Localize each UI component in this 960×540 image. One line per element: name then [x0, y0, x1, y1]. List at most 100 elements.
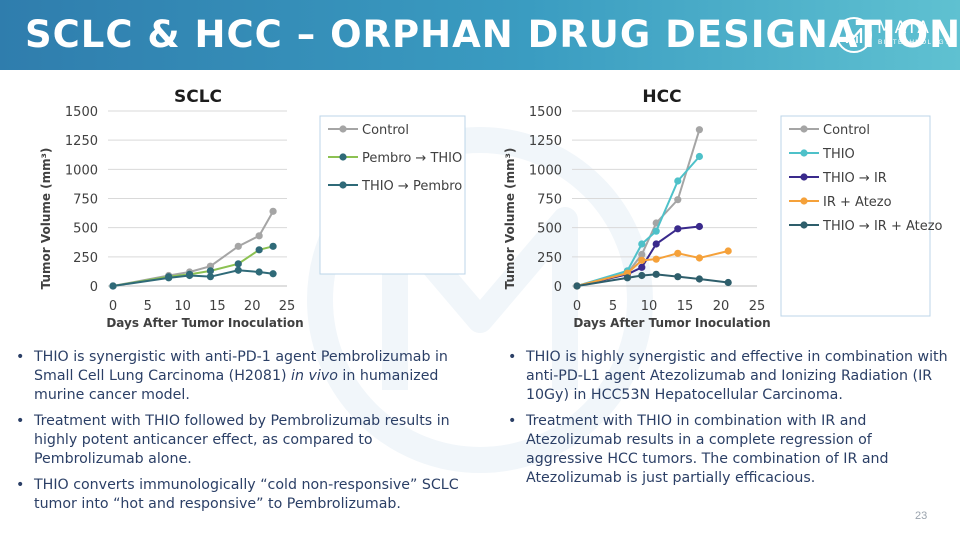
maia-logo-icon: [836, 17, 872, 53]
sclc-y-tick-label: 250: [73, 251, 98, 266]
hcc-series-thio-point: [695, 152, 703, 161]
sclc-legend-control-label: Control: [362, 123, 409, 138]
hcc-series-ir-atezo-point: [695, 254, 703, 262]
sclc-legend-thio-pembro-label: THIO → Pembro: [361, 179, 462, 194]
sclc-series-thio-pembro-point: [185, 271, 194, 280]
hcc-series-thio-ir-atezo-point: [623, 274, 631, 282]
sclc-x-axis-label: Days After Tumor Inoculation: [106, 316, 303, 330]
hcc-legend-ir-atezo-label: IR + Atezo: [823, 195, 892, 210]
page-number: 23: [915, 510, 928, 522]
sclc-y-tick-label: 0: [90, 280, 98, 295]
hcc-x-tick-label: 20: [713, 299, 730, 314]
sclc-legend: Control Pembro → THIO THIO → Pembro: [319, 115, 466, 275]
sclc-y-tick-label: 1000: [65, 163, 98, 178]
sclc-series-thio-pembro-point: [234, 266, 242, 274]
sclc-series-thio-pembro-point: [206, 273, 215, 281]
sclc-series-control-point: [269, 207, 277, 215]
sclc-legend-pembro-thio-swatch-marker: [339, 153, 347, 161]
hcc-series-thio-ir-atezo-point: [724, 278, 732, 287]
sclc-bullet-list: THIO is synergistic with anti-PD-1 agent…: [14, 348, 484, 521]
hcc-series-thio-point: [638, 240, 646, 248]
sclc-series-pembro-thio-point: [269, 242, 277, 250]
hcc-x-axis-label: Days After Tumor Inoculation: [573, 316, 770, 330]
hcc-x-tick-label: 0: [573, 299, 581, 314]
sclc-legend-pembro-thio-label: Pembro → THIO: [362, 151, 462, 166]
sclc-legend-control-swatch-marker: [339, 125, 347, 133]
sclc-x-tick-label: 15: [209, 299, 226, 314]
hcc-legend-control-swatch-marker: [800, 125, 808, 133]
hcc-x-tick-label: 25: [749, 299, 766, 314]
hcc-legend-thio-ir-swatch-marker: [800, 173, 808, 181]
hcc-series-thio-point: [652, 227, 660, 235]
hcc-legend-ir-atezo-swatch-marker: [800, 197, 808, 205]
hcc-y-tick-label: 1500: [529, 105, 562, 120]
maia-logo: MAIA BIOTECHNOLOGY: [836, 17, 949, 53]
sclc-x-tick-label: 0: [109, 299, 117, 314]
hcc-y-tick-label: 250: [537, 251, 562, 266]
slide-header: SCLC & HCC – ORPHAN DRUG DESIGNATION MAI…: [0, 0, 960, 70]
hcc-series-control-point: [695, 126, 703, 134]
hcc-series-thio-ir-atezo-point: [674, 273, 682, 281]
hcc-series-thio-ir-atezo-point: [652, 270, 660, 278]
sclc-y-tick-label: 500: [73, 222, 98, 237]
sclc-series-thio-pembro-point: [269, 270, 277, 278]
sclc-series-control-point: [234, 242, 242, 250]
sclc-x-tick-label: 25: [279, 299, 296, 314]
hcc-series-control-point: [674, 196, 682, 204]
sclc-series-pembro-thio-line: [112, 245, 274, 287]
sclc-series-pembro-thio-point: [255, 246, 263, 254]
hcc-legend-thio-swatch-marker: [800, 149, 808, 157]
sclc-series-pembro-thio-point: [234, 260, 242, 268]
hcc-series-thio-ir-point: [695, 222, 703, 231]
hcc-legend: Control THIO THIO → IR IR + Atezo THIO → IR …: [780, 115, 943, 317]
sclc-series-control: [109, 207, 277, 290]
sclc-series-control-point: [255, 232, 263, 240]
hcc-y-axis-label: Tumor Volume (mm³): [503, 148, 517, 290]
hcc-legend-thio-ir-atezo-label: THIO → IR + Atezo: [822, 219, 943, 234]
hcc-series-thio-ir-atezo-point: [573, 282, 581, 290]
sclc-series-pembro-thio-point: [206, 267, 215, 275]
sclc-y-tick-label: 1250: [65, 134, 98, 149]
hcc-series-control-point: [638, 250, 646, 259]
sclc-bullet-2: Treatment with THIO followed by Pembroli…: [14, 412, 484, 469]
sclc-x-tick-label: 20: [244, 299, 261, 314]
hcc-legend-box: [780, 115, 931, 317]
sclc-x-tick-label: 5: [144, 299, 152, 314]
hcc-series-thio-ir-point: [652, 240, 660, 248]
hcc-series-ir-atezo-point: [652, 255, 660, 263]
hcc-chart-title: HCC: [642, 87, 681, 107]
hcc-y-tick-label: 1000: [529, 163, 562, 178]
logo-name: MAIA: [877, 18, 932, 38]
hcc-series-control: [573, 126, 703, 290]
hcc-series-thio-point: [674, 177, 682, 185]
hcc-series-thio-ir: [573, 222, 703, 290]
hcc-x-tick-label: 15: [677, 299, 694, 314]
hcc-x-tick-label: 5: [609, 299, 617, 314]
hcc-legend-thio-ir-label: THIO → IR: [822, 171, 887, 186]
hcc-series-thio-ir-point: [638, 263, 646, 271]
hcc-series-thio-line: [576, 155, 701, 287]
logo-subtitle: BIOTECHNOLOGY: [878, 39, 951, 46]
hcc-legend-control-label: Control: [823, 123, 870, 138]
hcc-legend-thio-label: THIO: [822, 147, 855, 162]
sclc-bullet-1: THIO is synergistic with anti-PD-1 agent…: [14, 348, 484, 405]
hcc-legend-thio-ir-atezo-swatch-marker: [800, 221, 808, 229]
hcc-series-thio-ir-atezo: [573, 270, 732, 290]
hcc-y-tick-label: 0: [554, 280, 562, 295]
hcc-y-tick-label: 750: [537, 193, 562, 208]
hcc-series-ir-atezo-point: [674, 249, 682, 257]
hcc-y-tick-label: 1250: [529, 134, 562, 149]
sclc-y-axis-label: Tumor Volume (mm³): [39, 148, 53, 290]
hcc-bullet-2: Treatment with THIO in combination with …: [506, 412, 951, 488]
sclc-y-tick-label: 1500: [65, 105, 98, 120]
hcc-bullet-1: THIO is highly synergistic and effective…: [506, 348, 951, 405]
slide-title: SCLC & HCC – ORPHAN DRUG DESIGNATION: [25, 13, 960, 56]
sclc-series-thio-pembro-point: [165, 274, 173, 282]
hcc-series-ir-atezo-point: [724, 247, 732, 255]
sclc-bullet-3: THIO converts immunologically “cold non-…: [14, 476, 484, 514]
hcc-series-ir-atezo-point: [638, 256, 646, 264]
hcc-series-thio-ir-atezo-point: [695, 275, 703, 283]
hcc-series-thio-ir-atezo-point: [638, 271, 646, 280]
sclc-legend-thio-pembro-swatch-marker: [339, 181, 347, 189]
sclc-y-tick-label: 750: [73, 193, 98, 208]
